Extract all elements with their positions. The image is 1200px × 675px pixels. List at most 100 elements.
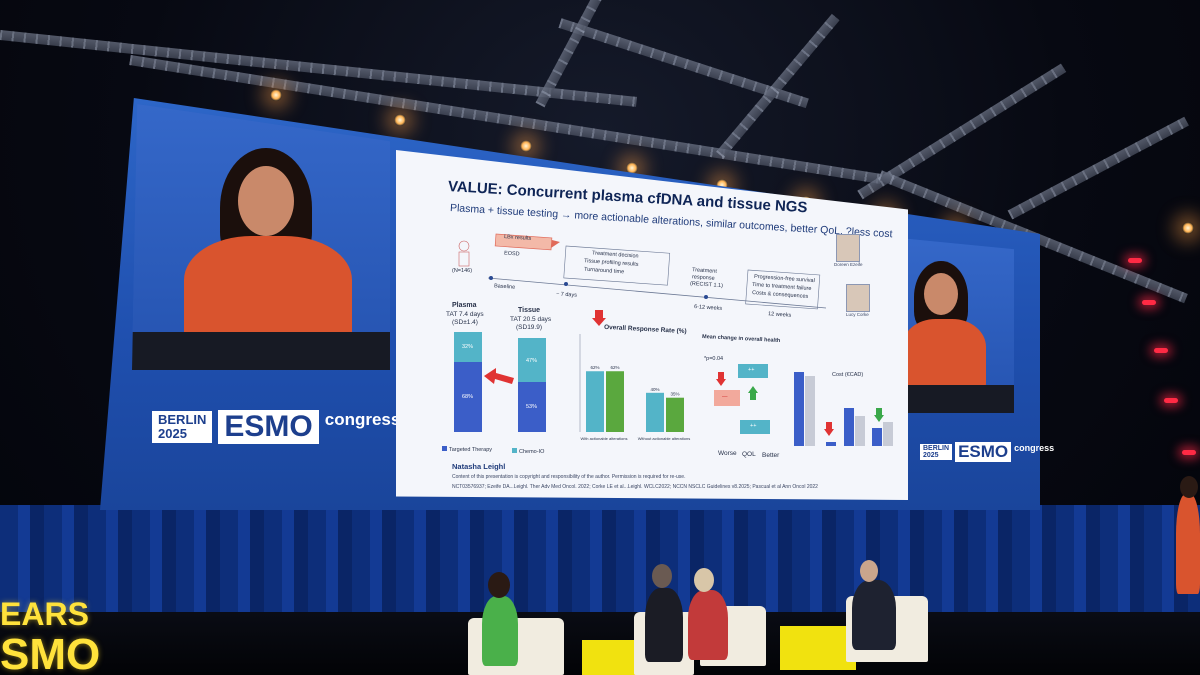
tissue-targeted-bar [518, 382, 546, 432]
stage-spotlight [1182, 222, 1194, 234]
cost-bar [794, 372, 804, 446]
speaker-video-left [132, 104, 390, 370]
panelist [852, 580, 896, 650]
author-name: Natasha Leighl [452, 462, 506, 471]
logo-suffix: congress [324, 410, 401, 429]
orr-category-label: With actionable alterations [581, 436, 628, 441]
cost-title: Cost (€CAD) [832, 372, 864, 378]
qol-axis: QOL [742, 451, 756, 458]
interpreter-head [1180, 476, 1198, 498]
speaker-dress [902, 319, 986, 389]
tissue-pct-bottom: 53% [526, 404, 538, 410]
logo-year: 2025 [158, 426, 187, 441]
orr-bar [606, 371, 624, 432]
coauthor-photo [836, 234, 860, 262]
tissue-chemo-bar [518, 338, 546, 382]
comparison-arrow [484, 368, 514, 384]
health-title: Mean change in overall health [701, 333, 781, 345]
neon-sign-bottom: SMO [0, 630, 101, 675]
qol-up-arrow [748, 386, 758, 400]
qol-plus-box-bottom [740, 420, 770, 434]
qol-minus-box [714, 390, 740, 406]
esmo-logo-right: BERLIN 2025 ESMO congress [920, 442, 1054, 462]
orr-bar [646, 392, 664, 432]
tissue-tat: TAT 20.5 days [510, 316, 552, 323]
side-light [1182, 450, 1196, 455]
logo-brand: ESMO [218, 410, 319, 444]
cost-bar [855, 416, 865, 446]
qol-plus-top: ++ [748, 367, 755, 373]
qol-better: Better [762, 452, 780, 459]
panelist [645, 588, 683, 662]
stage-spotlight [626, 162, 638, 174]
logo-year: 2025 [923, 452, 939, 459]
qol-plus-bottom: ++ [750, 423, 757, 429]
orr-value-label: 62% [610, 365, 619, 370]
presentation-slide: VALUE: Concurrent plasma cfDNA and tissu… [396, 150, 908, 500]
plasma-targeted-bar [454, 362, 482, 432]
speaker-dress [184, 236, 352, 346]
panelist-head [694, 568, 714, 592]
side-light [1142, 300, 1156, 305]
copyright-notice: Content of this presentation is copyrigh… [452, 474, 686, 480]
orr-category-label: Without actionable alterations [638, 436, 690, 441]
speaker-face [924, 273, 958, 315]
orr-bar-chart: 62% 62% With actionable alterations 40% 35% W… [579, 334, 690, 441]
legend-chemo: Chemo-IO [512, 448, 544, 455]
orr-value-label: 35% [670, 392, 679, 397]
plasma-pct-bottom: 68% [462, 394, 474, 400]
stage-curtain [0, 505, 1200, 625]
qol-minus: — [722, 394, 728, 400]
legend-targeted: Targeted Therapy [442, 446, 492, 453]
plasma-tat: TAT 7.4 days [446, 311, 484, 318]
qol-worse: Worse [718, 450, 737, 457]
panelist-head [860, 560, 878, 582]
stage-spotlight [270, 89, 282, 101]
panelist [482, 596, 518, 666]
cost-bar [826, 442, 836, 446]
coauthor-name: Doreen Ezeife [834, 262, 863, 267]
cost-down-arrow-red [824, 422, 834, 436]
cost-bar [805, 376, 815, 446]
cost-bar [883, 422, 893, 446]
orr-value-label: 40% [650, 387, 659, 392]
coauthor-name: Lucy Corke [846, 312, 869, 317]
references: NCT03576937; Ezeife DA...Leighl. Ther Ad… [452, 484, 818, 490]
orr-bar [666, 397, 684, 432]
plasma-sd: (SD±1.4) [452, 319, 478, 326]
qol-plus-box-top [738, 364, 768, 378]
coauthor-photo [846, 284, 870, 312]
stage-spotlight [394, 114, 406, 126]
panelist [688, 590, 728, 660]
p-value: *p=0.04 [704, 356, 724, 362]
plasma-pct-top: 32% [462, 344, 474, 350]
plasma-chemo-bar [454, 332, 482, 362]
stage-spotlight [520, 140, 532, 152]
side-light [1154, 348, 1168, 353]
eosd-label: EOSD [503, 250, 520, 258]
side-light [1128, 258, 1142, 263]
orr-value-label: 62% [590, 365, 599, 370]
cohort-size: (N=146) [452, 268, 473, 274]
logo-city: BERLIN [158, 412, 207, 428]
logo-suffix: congress [1014, 443, 1055, 453]
panelist-head [652, 564, 672, 588]
cost-bar [844, 408, 854, 446]
logo-city: BERLIN [923, 444, 950, 452]
orr-bar [586, 371, 604, 432]
logo-brand: ESMO [955, 442, 1012, 462]
tissue-sd: (SD19.9) [516, 324, 543, 331]
neon-sign-top: EARS [0, 596, 89, 632]
esmo-logo-left: BERLIN 2025 ESMO congress [152, 410, 400, 444]
stage-table [780, 626, 856, 670]
tissue-pct-top: 47% [526, 358, 538, 364]
panelist-head [488, 572, 510, 598]
tissue-label: Tissue [518, 307, 541, 314]
interpreter [1176, 494, 1200, 594]
study-timeline [458, 233, 827, 310]
podium [132, 332, 390, 370]
orr-arrow [592, 310, 606, 326]
side-light [1164, 398, 1178, 403]
qol-down-arrow [716, 372, 726, 386]
